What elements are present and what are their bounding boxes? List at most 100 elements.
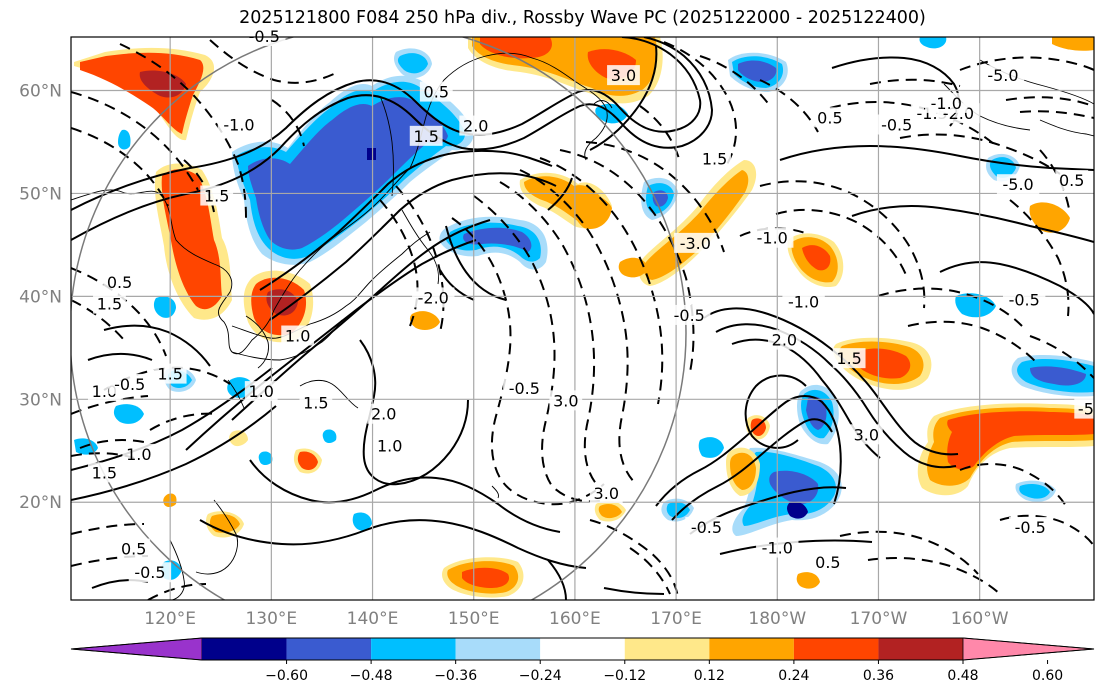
contour-label-bg [751, 227, 794, 248]
contour-label: 2.0 [772, 331, 797, 350]
contour-label: -0.5 [674, 306, 705, 325]
contour-label-bg [668, 304, 711, 325]
lon-label: 160°W [951, 609, 1009, 629]
contour-label: -0.5 [1015, 518, 1046, 537]
contour-label: -0.5 [509, 379, 540, 398]
contour-label-bg [243, 26, 286, 46]
colorbar-segment [624, 638, 710, 660]
contour-label: -5.0 [1003, 175, 1034, 194]
radius-circle [71, 37, 687, 600]
contour-label-bg [153, 363, 187, 384]
contour-label-bg [925, 92, 968, 113]
contour-label: 0.5 [1059, 171, 1084, 190]
lon-label: 140°E [347, 609, 399, 629]
contour-label: 3.0 [553, 391, 578, 410]
lon-label: 170°E [650, 609, 702, 629]
latitude-labels: 60°N 50°N 40°N 30°N 20°N [19, 82, 62, 514]
contour-label-bg [674, 232, 717, 253]
colorbar-max-extend [962, 637, 1095, 661]
contour-label-bg [981, 65, 1025, 86]
colorbar-segment [371, 638, 456, 660]
contour-label-bg [244, 381, 278, 402]
contour-label-bg [87, 462, 121, 483]
lon-label: 120°E [144, 609, 196, 629]
contour-label: 1.0 [285, 327, 310, 346]
colorbar-label: 0.48 [947, 668, 978, 684]
colorbar-outline [70, 637, 1095, 661]
contour-label: 1.5 [702, 149, 727, 168]
colorbar-segment [793, 638, 879, 660]
contour-label-bg [549, 390, 583, 411]
contour-label-bg [832, 348, 866, 369]
contour-label-bg [117, 538, 151, 559]
contour-label-bg [607, 65, 640, 86]
contour-label: 1.5 [303, 393, 328, 412]
contour-label: 1.5 [92, 463, 117, 482]
contour-label: -1.0 [223, 116, 254, 135]
contour-label: 1.5 [836, 349, 861, 368]
lon-label: 150°E [448, 609, 500, 629]
contour-label: 1.5 [413, 127, 438, 146]
contour-label: -1.0 [762, 539, 793, 558]
contour-label: 0.5 [817, 108, 842, 127]
contour-label: 1.5 [157, 365, 182, 384]
contour-label-bg [782, 291, 825, 312]
contour-label-bg [128, 562, 172, 583]
contour-label: 1.5 [204, 187, 229, 206]
lat-label: 20°N [19, 493, 62, 513]
contour-label: 1.0 [126, 445, 151, 464]
colorbar: −0.60 −0.48 −0.36 −0.24 −0.12 0.12 0.24 0.36 0.4… [70, 637, 1095, 684]
contour-label-bg [108, 373, 151, 394]
contour-label: 0.5 [424, 83, 449, 102]
contour-label: -0.5 [1009, 290, 1040, 309]
contour-label-bg [122, 443, 156, 464]
contour-label-bg [419, 81, 453, 102]
contour-label-bg [367, 403, 401, 424]
contour-label-bg [849, 424, 883, 445]
lat-label: 50°N [19, 184, 62, 204]
contour-label: 0.5 [107, 273, 132, 292]
contour-label: -5 [1078, 400, 1094, 419]
contour-label: -0.5 [691, 518, 722, 537]
contour-label: 3.0 [611, 66, 636, 85]
plot-frame [70, 36, 1095, 601]
contour-label-bg [996, 174, 1040, 195]
colorbar-label: 0.36 [863, 668, 894, 684]
contour-label-bg [373, 435, 407, 456]
colorbar-label: −0.36 [434, 668, 477, 684]
colorbar-segment [455, 638, 541, 660]
contour-label-bg [811, 551, 845, 572]
contour-label-bg [767, 329, 801, 350]
colorbar-min-extend [70, 637, 203, 661]
contour-label-bg [103, 271, 136, 292]
contour-label: 0.5 [121, 540, 146, 559]
colorbar-label: −0.60 [265, 668, 308, 684]
colorbar-label: 0.24 [778, 668, 809, 684]
contour-label-bg [1002, 289, 1046, 310]
lon-label: 160°E [549, 609, 601, 629]
longitude-labels: 120°E 130°E 140°E 150°E 160°E 170°E 180°W 170°W… [144, 609, 1008, 629]
contour-label-bg [1009, 516, 1052, 537]
contour-label: -0.5 [114, 375, 145, 394]
contour-label-bg [459, 115, 493, 136]
contour-label: -1.0 [757, 229, 788, 248]
rossby-pc-contours [71, 37, 1094, 600]
contour-label-bg [875, 114, 918, 135]
contour-label-bg [503, 378, 546, 399]
lat-label: 30°N [19, 390, 62, 410]
colorbar-label: −0.24 [519, 668, 562, 684]
colorbar-label: −0.12 [603, 668, 646, 684]
contour-label: 1.0 [377, 437, 402, 456]
lon-label: 170°W [850, 609, 908, 629]
lat-label: 40°N [19, 287, 62, 307]
colorbar-segment [709, 638, 794, 660]
contour-label-bg [217, 114, 261, 135]
colorbar-segment [540, 638, 625, 660]
contour-label: 2.0 [371, 405, 396, 424]
contour-label-bg [1055, 170, 1089, 191]
contour-label-bg [685, 516, 728, 537]
contour-label: 3.0 [594, 484, 619, 503]
colorbar-label: 0.60 [1032, 668, 1063, 684]
contour-label: 1.0 [249, 382, 274, 401]
